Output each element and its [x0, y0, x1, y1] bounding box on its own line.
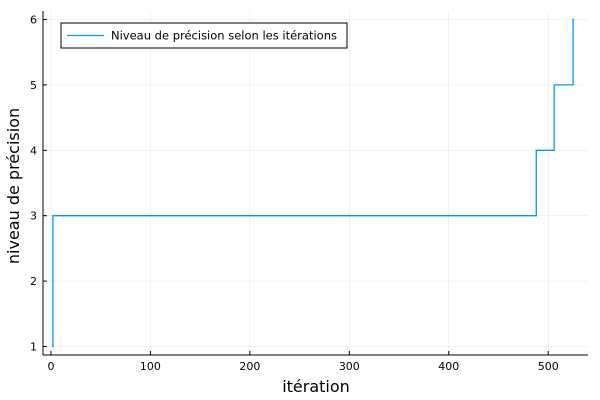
y-tick-label: 3	[30, 210, 37, 223]
series-line	[51, 18, 575, 348]
legend-label: Niveau de précision selon les itérations	[111, 29, 337, 43]
ticks: 0 100 200 300 400 500 1 2 3 4 5 6	[30, 14, 559, 373]
legend-box	[60, 22, 348, 49]
y-tick-label: 1	[30, 340, 37, 353]
y-tick-label: 5	[30, 79, 37, 92]
x-tick-label: 400	[438, 360, 459, 373]
x-tick-label: 200	[239, 360, 260, 373]
y-tick-label: 6	[30, 14, 37, 27]
y-tick-label: 2	[30, 275, 37, 288]
x-tick-label: 300	[339, 360, 360, 373]
grid	[43, 11, 588, 355]
legend: Niveau de précision selon les itérations	[60, 22, 348, 49]
axes	[42, 11, 588, 356]
x-tick-label: 100	[140, 360, 161, 373]
x-axis-title: itération	[282, 377, 350, 396]
y-tick-label: 4	[30, 144, 37, 157]
series-layer	[51, 18, 575, 348]
x-tick-label: 0	[47, 360, 54, 373]
y-axis-title: niveau de précision	[4, 108, 23, 264]
x-tick-label: 500	[538, 360, 559, 373]
